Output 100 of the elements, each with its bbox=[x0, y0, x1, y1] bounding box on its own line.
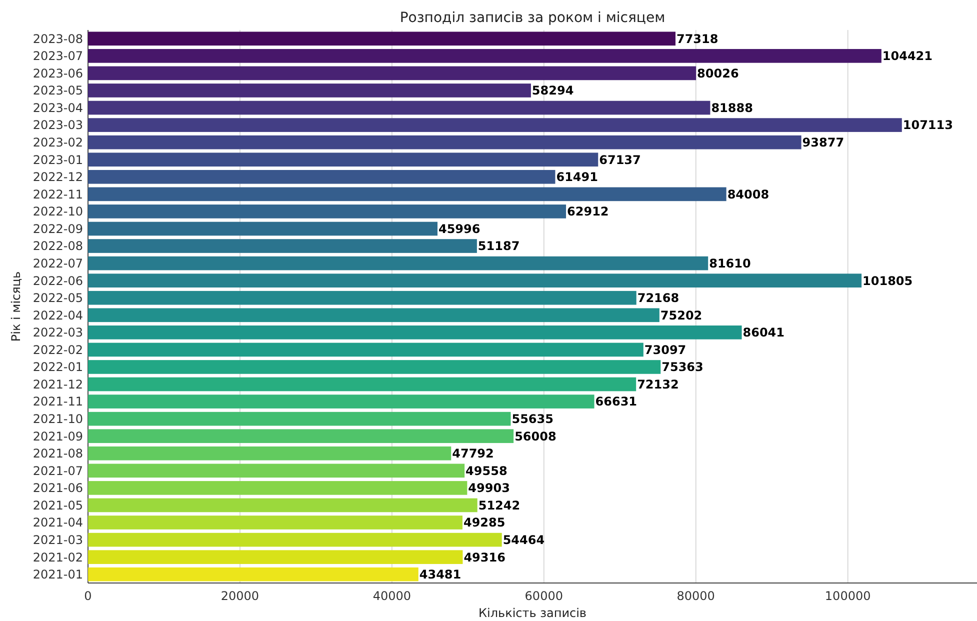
data-label: 93877 bbox=[802, 136, 844, 150]
y-tick-label: 2022-08 bbox=[32, 239, 83, 254]
bar bbox=[88, 429, 514, 444]
y-tick-label: 2022-07 bbox=[32, 256, 83, 270]
y-tick-label: 2023-05 bbox=[32, 84, 83, 98]
y-tick-label: 2022-02 bbox=[32, 342, 83, 357]
y-tick-label: 2021-07 bbox=[32, 464, 83, 478]
bar bbox=[88, 394, 594, 408]
bar bbox=[88, 152, 598, 167]
x-tick-label: 80000 bbox=[676, 589, 715, 603]
y-tick-label: 2023-04 bbox=[32, 100, 83, 115]
y-tick-label: 2021-08 bbox=[32, 446, 83, 461]
data-label: 101805 bbox=[862, 274, 913, 288]
data-label: 75363 bbox=[662, 360, 704, 374]
bar bbox=[88, 377, 636, 392]
bar bbox=[88, 464, 465, 478]
data-label: 81610 bbox=[709, 256, 751, 270]
bar bbox=[88, 239, 477, 253]
y-tick-label: 2021-11 bbox=[32, 394, 83, 409]
bar bbox=[88, 360, 661, 374]
bar bbox=[88, 567, 418, 582]
data-label: 45996 bbox=[438, 222, 480, 236]
x-tick-label: 40000 bbox=[372, 589, 412, 603]
bar bbox=[88, 550, 463, 564]
x-tick-label: 100000 bbox=[824, 589, 871, 603]
y-tick-label: 2022-11 bbox=[32, 187, 83, 202]
data-label: 72132 bbox=[637, 377, 679, 392]
y-tick-label: 2021-12 bbox=[32, 377, 83, 392]
bar bbox=[88, 498, 478, 512]
data-label: 86041 bbox=[742, 326, 785, 340]
x-axis-title: Кількість записів bbox=[478, 606, 587, 620]
y-axis-title: Рік і місяць bbox=[9, 271, 23, 342]
y-tick-label: 2021-03 bbox=[32, 532, 83, 547]
bar bbox=[88, 118, 902, 132]
bar bbox=[88, 204, 566, 218]
y-tick-label: 2021-02 bbox=[32, 550, 83, 564]
data-label: 67137 bbox=[599, 152, 641, 167]
y-tick-label: 2022-10 bbox=[32, 204, 83, 219]
y-tick-label: 2021-10 bbox=[32, 412, 83, 426]
bar bbox=[88, 66, 696, 80]
bar bbox=[88, 326, 742, 340]
data-label: 49285 bbox=[463, 516, 506, 530]
bar bbox=[88, 256, 708, 270]
x-tick-label: 60000 bbox=[524, 589, 563, 603]
y-tick-label: 2022-05 bbox=[32, 291, 83, 306]
y-tick-label: 2021-09 bbox=[32, 429, 83, 444]
data-label: 66631 bbox=[595, 394, 638, 409]
bar bbox=[88, 412, 511, 426]
data-label: 62912 bbox=[567, 204, 609, 219]
bar bbox=[88, 135, 802, 150]
data-label: 104421 bbox=[882, 49, 933, 64]
bar bbox=[88, 84, 531, 98]
data-label: 61491 bbox=[556, 170, 598, 184]
bar bbox=[88, 342, 644, 357]
y-tick-label: 2022-06 bbox=[32, 274, 83, 288]
bar bbox=[88, 222, 438, 236]
data-label: 49558 bbox=[466, 464, 508, 478]
bar bbox=[88, 516, 462, 530]
data-label: 51242 bbox=[478, 498, 520, 512]
y-tick-label: 2021-04 bbox=[32, 516, 83, 530]
data-label: 81888 bbox=[711, 100, 753, 115]
data-label: 72168 bbox=[637, 291, 680, 306]
data-label: 73097 bbox=[644, 342, 686, 357]
data-label: 43481 bbox=[419, 568, 462, 582]
y-tick-label: 2021-05 bbox=[32, 498, 83, 512]
y-tick-label: 2022-03 bbox=[32, 326, 83, 340]
bar bbox=[88, 32, 676, 46]
data-label: 54464 bbox=[502, 532, 545, 547]
x-tick-label: 20000 bbox=[220, 589, 260, 603]
y-tick-label: 2023-02 bbox=[32, 136, 83, 150]
y-tick-label: 2022-01 bbox=[32, 360, 83, 374]
data-label: 75202 bbox=[660, 308, 702, 322]
y-tick-label: 2023-01 bbox=[32, 152, 83, 167]
y-tick-label: 2021-01 bbox=[32, 568, 83, 582]
y-tick-label: 2022-09 bbox=[32, 222, 83, 236]
data-label: 55635 bbox=[512, 412, 554, 426]
data-label: 56008 bbox=[514, 429, 556, 444]
y-tick-label: 2022-12 bbox=[32, 170, 83, 184]
data-label: 58294 bbox=[532, 84, 574, 98]
bar bbox=[88, 481, 468, 495]
chart-title: Розподіл записів за роком і місяцем bbox=[400, 10, 666, 26]
x-tick-label: 0 bbox=[84, 589, 92, 603]
data-label: 77318 bbox=[676, 32, 718, 46]
y-tick-label: 2022-04 bbox=[32, 308, 83, 322]
bar bbox=[88, 290, 636, 305]
y-tick-label: 2023-03 bbox=[32, 118, 83, 132]
data-label: 49316 bbox=[464, 550, 506, 564]
bar bbox=[88, 308, 660, 322]
data-label: 47792 bbox=[452, 446, 494, 461]
data-label: 84008 bbox=[727, 187, 770, 202]
y-tick-label: 2021-06 bbox=[32, 481, 83, 496]
data-label: 51187 bbox=[478, 239, 520, 254]
y-tick-label: 2023-06 bbox=[32, 66, 83, 80]
bar bbox=[88, 187, 726, 202]
y-tick-label: 2023-08 bbox=[32, 32, 83, 46]
bar bbox=[88, 49, 882, 63]
bar bbox=[88, 100, 710, 115]
data-label: 49903 bbox=[468, 481, 510, 496]
bar bbox=[88, 446, 452, 460]
bar bbox=[88, 170, 556, 184]
